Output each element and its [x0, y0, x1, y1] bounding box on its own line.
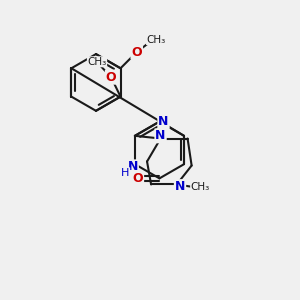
Text: N: N: [175, 180, 185, 193]
Text: H: H: [121, 168, 130, 178]
Text: N: N: [128, 160, 138, 173]
Text: N: N: [158, 115, 169, 128]
Text: CH₃: CH₃: [191, 182, 210, 192]
Text: CH₃: CH₃: [87, 57, 106, 67]
Text: O: O: [131, 46, 142, 59]
Text: CH₃: CH₃: [147, 34, 166, 45]
Text: N: N: [155, 129, 166, 142]
Text: O: O: [106, 71, 116, 84]
Text: O: O: [133, 172, 143, 185]
